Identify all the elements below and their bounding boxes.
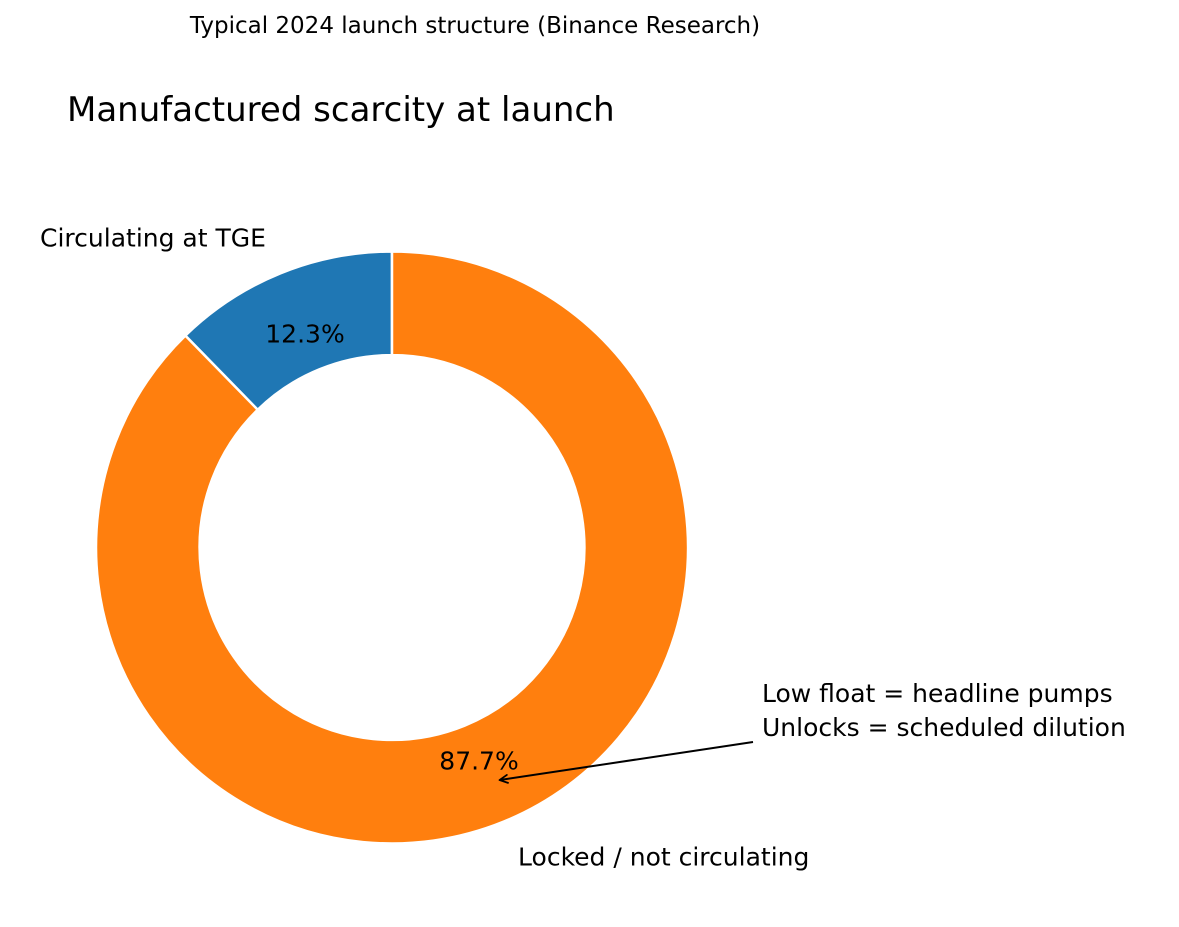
annotation-line-1: Low float = headline pumps (762, 679, 1113, 708)
annotation-text: Low float = headline pumps Unlocks = sch… (762, 677, 1126, 745)
annotation-arrow (498, 741, 754, 784)
chart-title: Manufactured scarcity at launch (67, 90, 615, 130)
pie-slice-locked-not-circulating (94, 250, 690, 845)
annotation-line-2: Unlocks = scheduled dilution (762, 713, 1126, 742)
figure-suptitle: Typical 2024 launch structure (Binance R… (189, 13, 761, 39)
donut-wedges (94, 250, 690, 845)
